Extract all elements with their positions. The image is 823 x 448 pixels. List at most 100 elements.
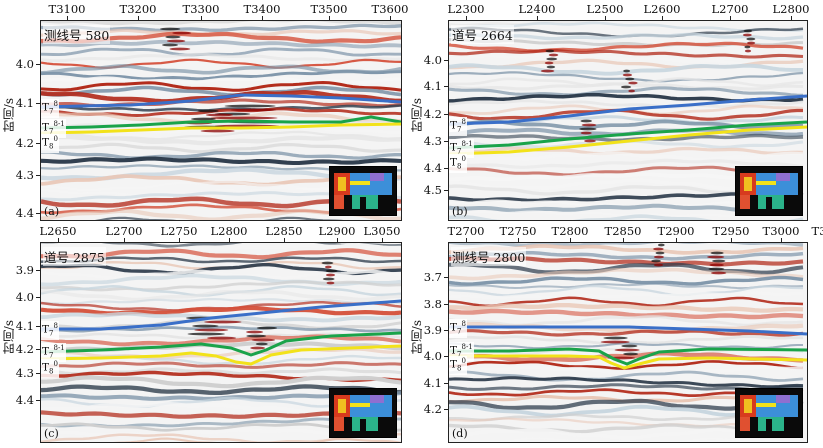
- horizon-line-T80: [41, 122, 401, 135]
- x-tick-label: T2800: [551, 224, 589, 238]
- horizon-label-sup: 8: [53, 322, 58, 330]
- horizon-label-base: T: [450, 119, 458, 132]
- horizon-label-sup: 0: [461, 357, 466, 365]
- horizon-label-sup: 8-1: [461, 343, 473, 351]
- y-axis-label: 时间/s: [2, 98, 16, 133]
- x-tick-label: T3050: [811, 224, 823, 238]
- panel-label: (c): [44, 427, 59, 440]
- x-tick-label: L2750: [160, 224, 198, 238]
- x-tick-label: T3100: [48, 2, 86, 16]
- x-tick-label: L2700: [711, 2, 749, 16]
- y-tick-mark: [444, 277, 448, 278]
- horizon-line-T78: [41, 93, 401, 109]
- horizon-label-sup: 8: [53, 100, 58, 108]
- horizon-label-sub: 8: [49, 367, 54, 376]
- panel-title: 测线号 580: [43, 25, 111, 44]
- y-tick-label: 4.2: [423, 402, 442, 416]
- horizon-label-base: T: [42, 323, 50, 336]
- x-tick-mark: [284, 238, 285, 242]
- horizon-label: T78: [41, 99, 59, 118]
- x-tick-label: T2750: [499, 224, 537, 238]
- x-tick-mark: [138, 16, 139, 20]
- x-tick-label: T2850: [604, 224, 642, 238]
- horizon-line-T80: [449, 125, 807, 156]
- horizon-label-sub: 7: [49, 107, 54, 116]
- x-tick-mark: [730, 16, 731, 20]
- x-tick-mark: [537, 16, 538, 20]
- x-tick-mark: [262, 16, 263, 20]
- y-tick-mark: [444, 409, 448, 410]
- horizon-label: T80: [449, 154, 467, 173]
- x-tick-label: L2700: [105, 224, 143, 238]
- location-map-inset: [740, 173, 798, 211]
- horizon-line-T78-1: [41, 331, 401, 357]
- horizon-label-sup: 8-1: [461, 140, 473, 148]
- y-axis-label: 时间/s: [2, 320, 16, 355]
- horizon-label-sup: 0: [53, 135, 58, 143]
- x-tick-label: L2300: [447, 2, 485, 16]
- x-tick-label: T3600: [371, 2, 409, 16]
- horizon-label-sub: 8: [457, 162, 462, 171]
- y-tick-mark: [36, 175, 40, 176]
- section-frame: 道号 2875 (c) T78 T78-1 T80: [40, 242, 402, 443]
- location-map-inset: [334, 173, 392, 211]
- x-tick-mark: [662, 16, 663, 20]
- location-map-inset: [740, 395, 798, 433]
- horizon-label: T78-1: [41, 119, 66, 138]
- x-tick-mark: [518, 238, 519, 242]
- y-tick-mark: [36, 270, 40, 271]
- horizon-label: T80: [449, 356, 467, 375]
- x-tick-label: T3400: [243, 2, 281, 16]
- horizon-label-base: T: [42, 361, 50, 374]
- y-tick-label: 4.1: [15, 319, 34, 333]
- horizon-label: T78: [449, 117, 467, 136]
- x-tick-mark: [791, 16, 792, 20]
- horizon-label-base: T: [42, 101, 50, 114]
- seismic-section: [41, 243, 401, 442]
- x-tick-mark: [382, 238, 383, 242]
- y-tick-mark: [444, 190, 448, 191]
- y-tick-label: 4.4: [15, 393, 34, 407]
- panel-label: (d): [452, 427, 468, 440]
- horizon-line-T80: [41, 344, 401, 366]
- y-tick-mark: [36, 373, 40, 374]
- x-tick-mark: [623, 238, 624, 242]
- y-tick-label: 4.3: [423, 134, 442, 148]
- x-tick-mark: [466, 16, 467, 20]
- y-tick-label: 4.1: [423, 376, 442, 390]
- horizon-label-base: T: [42, 121, 50, 134]
- y-tick-mark: [36, 64, 40, 65]
- panel-label: (b): [452, 205, 468, 218]
- x-tick-mark: [337, 238, 338, 242]
- panel-title: 道号 2664: [451, 25, 514, 44]
- y-tick-label: 3.9: [15, 263, 34, 277]
- horizon-label-sub: 7: [457, 147, 462, 156]
- horizon-label-sup: 8-1: [53, 120, 65, 128]
- x-tick-label: L2400: [518, 2, 556, 16]
- x-tick-label: L2900: [318, 224, 356, 238]
- horizon-label-sup: 0: [53, 360, 58, 368]
- y-tick-label: 4.4: [15, 206, 34, 220]
- x-tick-label: L2800: [210, 224, 248, 238]
- seismic-section: [41, 21, 401, 220]
- x-tick-mark: [570, 238, 571, 242]
- horizon-label-sub: 8: [457, 364, 462, 373]
- x-tick-mark: [605, 16, 606, 20]
- x-tick-label: L2600: [643, 2, 681, 16]
- section-frame: 道号 2664 (b) T78 T78-1 T80: [448, 20, 808, 221]
- horizon-label-sub: 7: [457, 327, 462, 336]
- y-tick-label: 4.2: [423, 107, 442, 121]
- horizon-label-sub: 8: [49, 142, 54, 151]
- y-tick-mark: [444, 60, 448, 61]
- horizon-label-base: T: [42, 136, 50, 149]
- location-map-inset: [334, 395, 392, 433]
- horizon-label: T78: [449, 319, 467, 338]
- y-tick-mark: [444, 86, 448, 87]
- horizon-label-sup: 8: [461, 320, 466, 328]
- x-tick-mark: [390, 16, 391, 20]
- horizon-label-base: T: [42, 345, 50, 358]
- y-tick-label: 4.5: [423, 183, 442, 197]
- y-tick-mark: [444, 114, 448, 115]
- horizon-label: T78-1: [449, 139, 474, 158]
- horizon-label: T78-1: [449, 342, 474, 361]
